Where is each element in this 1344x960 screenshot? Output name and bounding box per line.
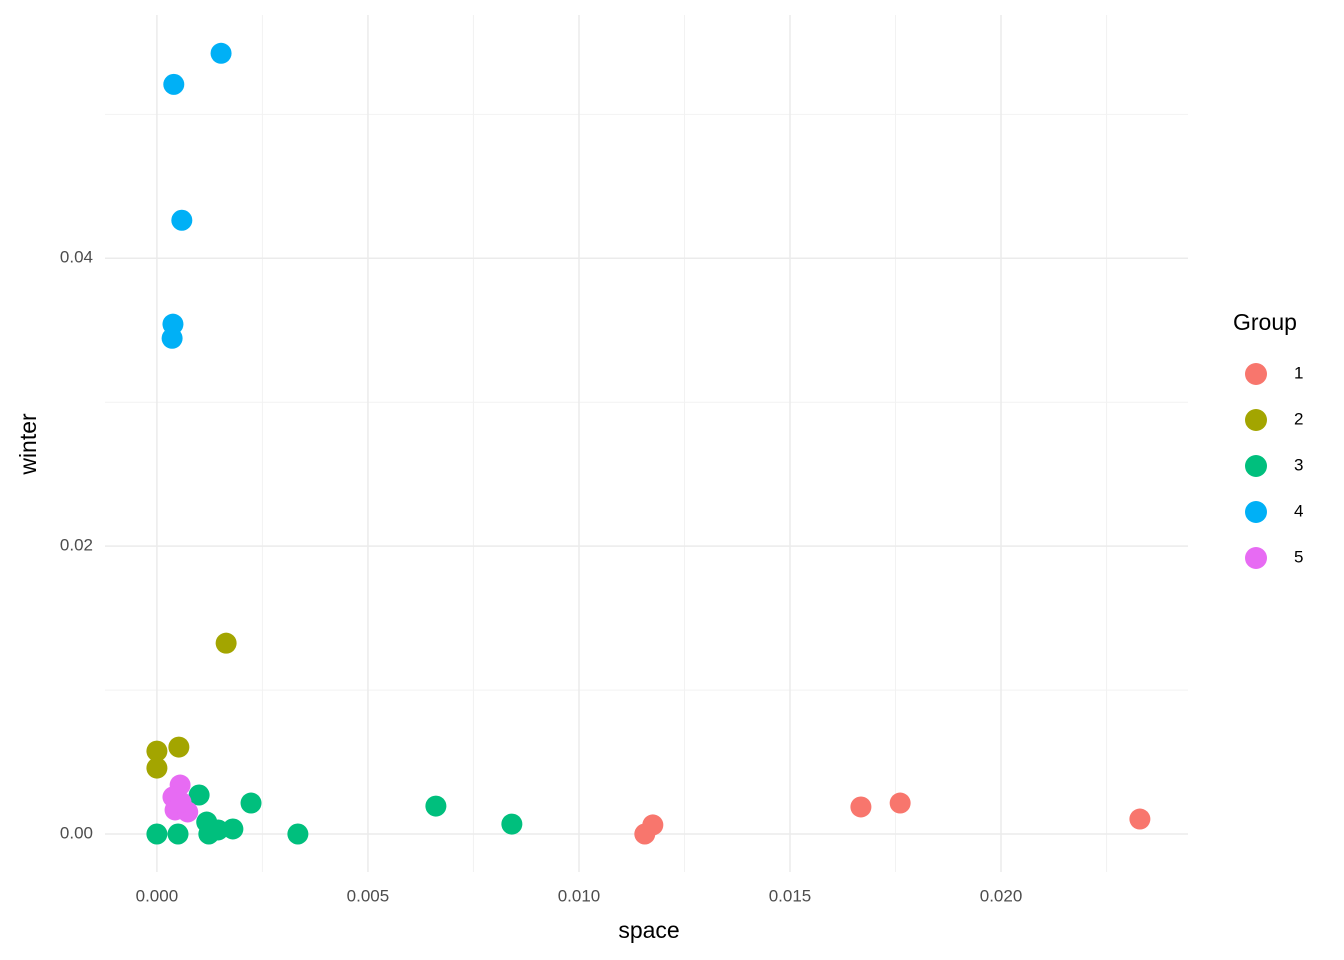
legend-label: 4: [1294, 501, 1303, 520]
point: [222, 818, 244, 840]
point: [146, 740, 168, 762]
legend-title: Group: [1233, 309, 1297, 335]
point: [168, 736, 190, 758]
point: [240, 792, 262, 814]
legend-key: [1245, 547, 1267, 569]
point: [215, 632, 237, 654]
legend-key: [1245, 455, 1267, 477]
point: [167, 823, 189, 845]
x-tick-label: 0.000: [136, 886, 179, 905]
x-tick-label: 0.015: [769, 886, 812, 905]
point: [146, 823, 168, 845]
y-axis-label: winter: [15, 413, 41, 476]
x-axis-label: space: [618, 917, 679, 943]
point: [889, 792, 911, 814]
y-tick-label: 0.00: [60, 823, 93, 842]
point: [161, 327, 183, 349]
point: [171, 209, 193, 231]
point: [170, 791, 192, 813]
point: [210, 42, 232, 64]
point: [1129, 808, 1151, 830]
legend-label: 3: [1294, 455, 1303, 474]
legend-key: [1245, 409, 1267, 431]
legend-label: 1: [1294, 363, 1303, 382]
y-tick-label: 0.02: [60, 536, 93, 555]
y-tick-label: 0.04: [60, 248, 93, 267]
x-tick-label: 0.010: [558, 886, 601, 905]
point: [642, 814, 664, 836]
point: [146, 757, 168, 779]
point: [501, 813, 523, 835]
x-tick-label: 0.005: [347, 886, 390, 905]
x-tick-label: 0.020: [980, 886, 1023, 905]
point: [850, 796, 872, 818]
legend-label: 5: [1294, 547, 1303, 566]
point: [163, 73, 185, 95]
legend-label: 2: [1294, 409, 1303, 428]
legend-key: [1245, 501, 1267, 523]
point: [188, 784, 210, 806]
legend-key: [1245, 363, 1267, 385]
point: [287, 823, 309, 845]
point: [425, 795, 447, 817]
